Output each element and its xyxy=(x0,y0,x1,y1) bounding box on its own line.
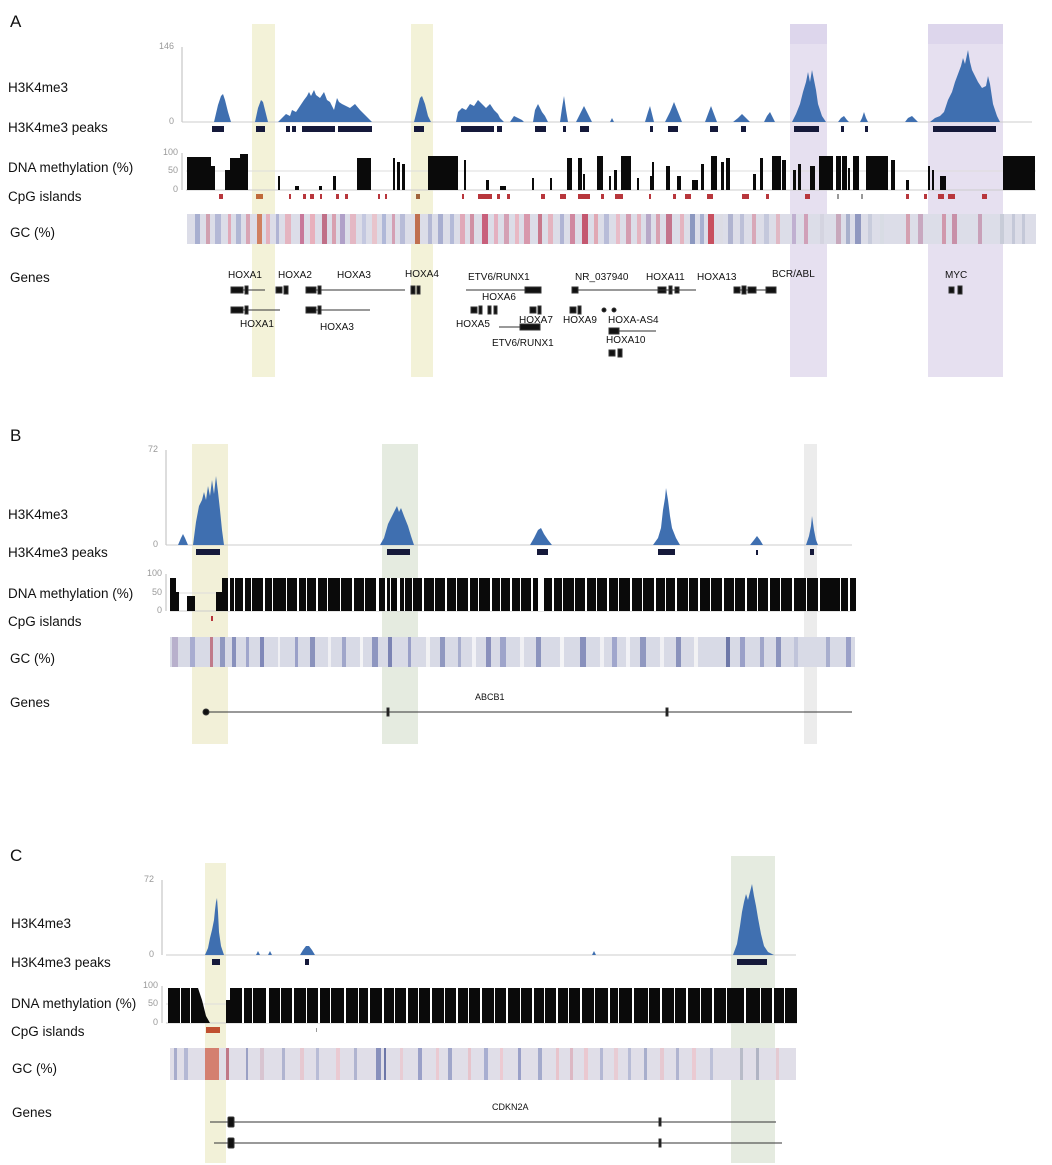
h3k4me3-max-tick: 146 xyxy=(158,41,174,51)
h3k4me3-signal xyxy=(205,884,774,955)
meth-tick-50: 50 xyxy=(167,165,178,175)
gene-label: HOXA13 xyxy=(697,272,737,283)
gene-label: HOXA7 xyxy=(519,315,553,326)
cpg-island xyxy=(211,616,213,621)
gene-label: HOXA9 xyxy=(563,315,597,326)
gc-track xyxy=(170,1048,796,1080)
label-peaks: H3K4me3 peaks xyxy=(8,545,108,560)
methylation-bars xyxy=(168,988,797,1023)
label-gc: GC (%) xyxy=(10,651,55,666)
meth-tick-0: 0 xyxy=(152,1017,158,1027)
gene-label: HOXA4 xyxy=(405,269,439,280)
gene-label: HOXA1 xyxy=(240,319,274,330)
gene-model-abcb1 xyxy=(202,707,852,717)
label-h3k4me3: H3K4me3 xyxy=(8,80,69,95)
h3k4me3-min-tick: 0 xyxy=(148,949,154,959)
gene-label: HOXA1 xyxy=(228,270,262,281)
gene-label: ETV6/RUNX1 xyxy=(468,272,530,283)
panel-b-chart xyxy=(165,444,856,744)
panel-b: B xyxy=(0,420,1052,840)
meth-tick-50: 50 xyxy=(151,587,162,597)
gene-label: ABCB1 xyxy=(475,692,505,702)
gene-label: HOXA11 xyxy=(646,272,685,283)
gene-label: HOXA3 xyxy=(337,270,371,281)
panel-c: C xyxy=(0,840,1052,1165)
panel-a: A xyxy=(0,0,1052,420)
label-h3k4me3: H3K4me3 xyxy=(8,507,69,522)
label-methylation: DNA methylation (%) xyxy=(8,160,134,175)
label-cpg: CpG islands xyxy=(11,1024,85,1039)
meth-tick-0: 0 xyxy=(156,605,162,615)
label-gc: GC (%) xyxy=(10,225,55,240)
label-peaks: H3K4me3 peaks xyxy=(11,955,111,970)
label-genes: Genes xyxy=(10,695,50,710)
h3k4me3-max-tick: 72 xyxy=(147,444,158,454)
label-gc: GC (%) xyxy=(12,1061,57,1076)
gene-label: HOXA5 xyxy=(456,319,490,330)
gene-label: HOXA-AS4 xyxy=(608,315,659,326)
gene-label: MYC xyxy=(945,270,968,281)
gene-models xyxy=(230,285,963,358)
gene-label: HOXA6 xyxy=(482,292,516,303)
methylation-bars xyxy=(170,578,856,611)
label-cpg: CpG islands xyxy=(8,189,82,204)
gene-label: BCR/ABL xyxy=(772,269,815,280)
label-cpg: CpG islands xyxy=(8,614,82,629)
h3k4me3-peaks xyxy=(212,126,996,132)
cpg-island xyxy=(206,1027,220,1033)
h3k4me3-max-tick: 72 xyxy=(143,874,154,884)
gene-label: NR_037940 xyxy=(575,272,629,283)
cpg-islands xyxy=(219,194,987,199)
label-methylation: DNA methylation (%) xyxy=(8,586,134,601)
meth-tick-100: 100 xyxy=(162,147,178,157)
meth-tick-50: 50 xyxy=(147,998,158,1008)
gc-track xyxy=(170,637,855,667)
methylation-bars xyxy=(187,154,1035,190)
panel-c-chart xyxy=(161,856,797,1163)
highlight-band xyxy=(411,24,433,377)
label-genes: Genes xyxy=(10,270,50,285)
panel-a-chart xyxy=(181,24,1036,377)
meth-tick-100: 100 xyxy=(146,568,162,578)
gene-label: HOXA10 xyxy=(606,335,646,346)
gc-track xyxy=(187,214,1036,244)
meth-tick-100: 100 xyxy=(142,980,158,990)
panel-letter: A xyxy=(10,12,22,31)
label-genes: Genes xyxy=(12,1105,52,1120)
label-methylation: DNA methylation (%) xyxy=(11,996,137,1011)
h3k4me3-peaks xyxy=(212,959,767,965)
gene-label: ETV6/RUNX1 xyxy=(492,338,554,349)
label-peaks: H3K4me3 peaks xyxy=(8,120,108,135)
gene-label: HOXA3 xyxy=(320,322,354,333)
meth-tick-0: 0 xyxy=(172,184,178,194)
h3k4me3-peaks xyxy=(196,549,814,555)
gene-models-cdkn2a xyxy=(210,1116,782,1149)
h3k4me3-min-tick: 0 xyxy=(168,116,174,126)
h3k4me3-signal xyxy=(214,50,1000,122)
h3k4me3-signal xyxy=(178,476,818,545)
panel-letter: C xyxy=(10,846,23,865)
panel-letter: B xyxy=(10,426,22,445)
h3k4me3-min-tick: 0 xyxy=(152,539,158,549)
gene-label: HOXA2 xyxy=(278,270,312,281)
label-h3k4me3: H3K4me3 xyxy=(11,916,72,931)
gene-label: CDKN2A xyxy=(492,1102,529,1112)
